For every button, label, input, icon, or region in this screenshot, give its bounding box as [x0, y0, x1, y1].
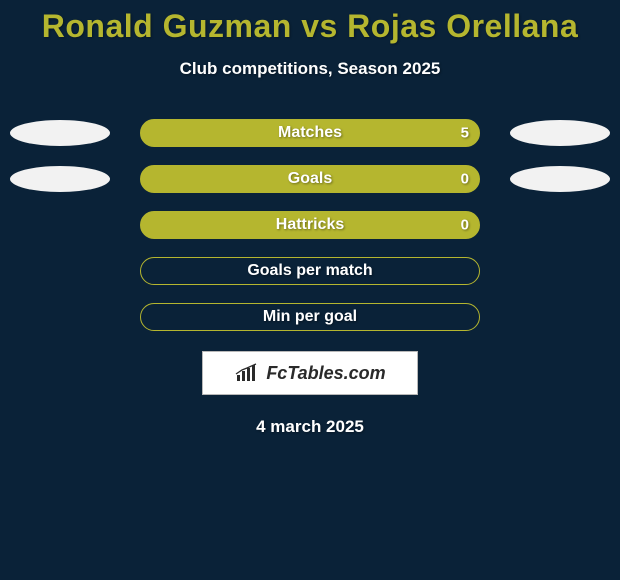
- stat-row-gpm: Goals per match: [0, 257, 620, 285]
- stat-row-mpg: Min per goal: [0, 303, 620, 331]
- stat-rows: Matches 5 Goals 0 Hattricks 0 Goals per …: [0, 119, 620, 331]
- stat-value-right: 5: [461, 125, 469, 142]
- stat-row-hattricks: Hattricks 0: [0, 211, 620, 239]
- stat-label: Matches: [278, 124, 342, 142]
- bar-chart-icon: [234, 363, 262, 383]
- source-badge: FcTables.com: [202, 351, 418, 395]
- stat-row-matches: Matches 5: [0, 119, 620, 147]
- player-left-marker: [10, 166, 110, 192]
- player-left-marker: [10, 120, 110, 146]
- player-right-marker: [510, 166, 610, 192]
- stat-bar: Goals per match: [140, 257, 480, 285]
- player-right-marker: [510, 120, 610, 146]
- stat-bar: Hattricks 0: [140, 211, 480, 239]
- stat-bar: Matches 5: [140, 119, 480, 147]
- stat-label: Goals per match: [247, 262, 372, 280]
- stat-bar: Min per goal: [140, 303, 480, 331]
- stat-bar: Goals 0: [140, 165, 480, 193]
- page-subtitle: Club competitions, Season 2025: [0, 59, 620, 79]
- stat-value-right: 0: [461, 217, 469, 234]
- comparison-infographic: Ronald Guzman vs Rojas Orellana Club com…: [0, 0, 620, 580]
- stat-label: Goals: [288, 170, 332, 188]
- stat-label: Hattricks: [276, 216, 344, 234]
- stat-value-right: 0: [461, 171, 469, 188]
- page-title: Ronald Guzman vs Rojas Orellana: [0, 8, 620, 45]
- footer-date: 4 march 2025: [0, 417, 620, 437]
- stat-label: Min per goal: [263, 308, 357, 326]
- source-text: FcTables.com: [266, 363, 385, 384]
- stat-row-goals: Goals 0: [0, 165, 620, 193]
